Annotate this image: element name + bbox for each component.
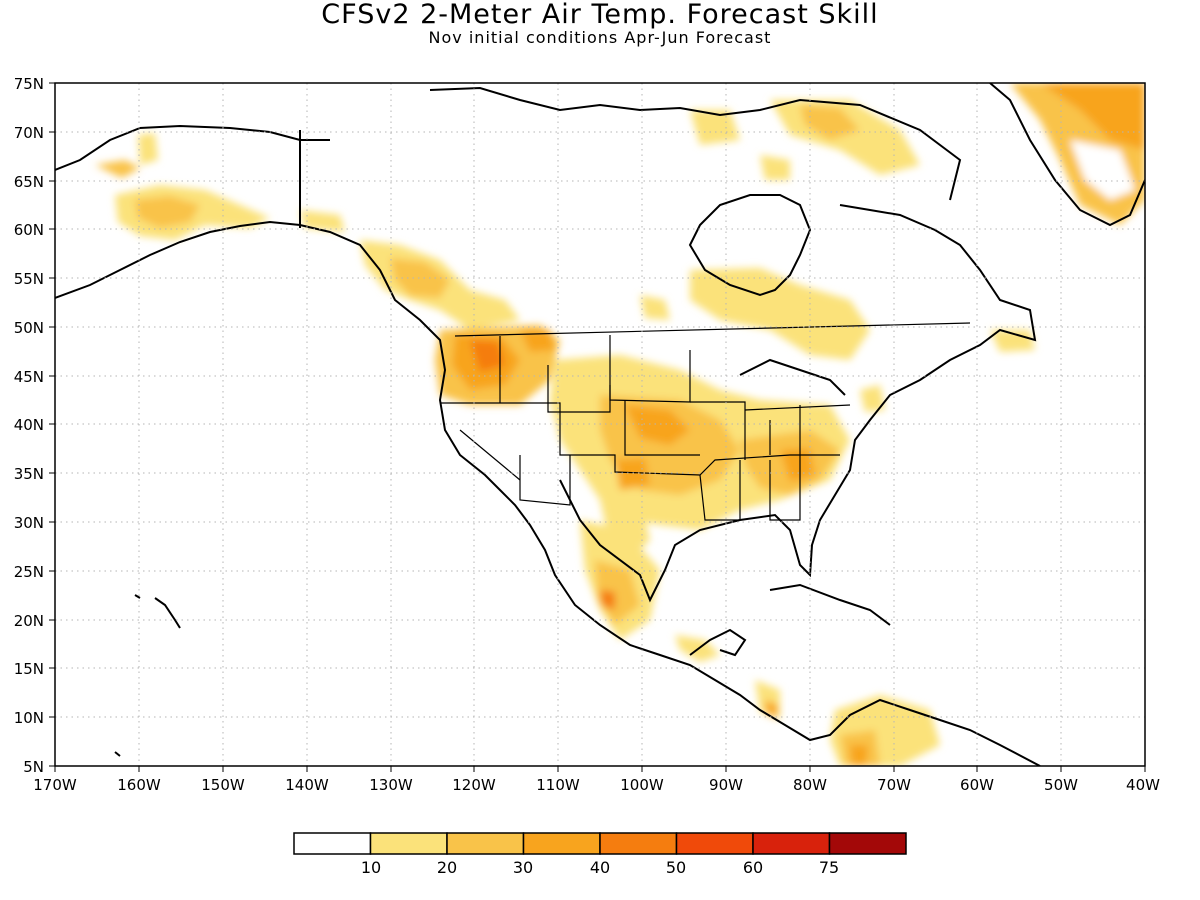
- lon-label: 50W: [1044, 776, 1078, 794]
- longitude-labels: 170W 160W 150W 140W 130W 120W 110W 100W …: [33, 776, 1160, 794]
- colorbar-label: 40: [590, 858, 610, 877]
- colorbar-label: 30: [513, 858, 533, 877]
- lon-label: 150W: [201, 776, 245, 794]
- lon-label: 160W: [117, 776, 161, 794]
- colorbar-label: 10: [361, 858, 381, 877]
- lon-label: 170W: [33, 776, 77, 794]
- colorbar-label: 60: [743, 858, 763, 877]
- lat-label: 45N: [14, 368, 44, 386]
- lon-label: 90W: [709, 776, 743, 794]
- colorbar-swatch: [599, 832, 678, 855]
- colorbar-label: 20: [437, 858, 457, 877]
- colorbar-label: 75: [819, 858, 839, 877]
- lon-label: 60W: [960, 776, 994, 794]
- colorbar-label: 50: [666, 858, 686, 877]
- lon-label: 100W: [620, 776, 664, 794]
- lon-label: 120W: [452, 776, 496, 794]
- lat-label: 70N: [14, 124, 44, 142]
- lon-label: 40W: [1126, 776, 1160, 794]
- tick-marks: [49, 82, 1146, 772]
- lat-label: 10N: [14, 709, 44, 727]
- graticule: [55, 83, 1145, 766]
- map-title: CFSv2 2-Meter Air Temp. Forecast Skill: [321, 0, 879, 30]
- lat-label: 15N: [14, 660, 44, 678]
- lat-label: 25N: [14, 563, 44, 581]
- colorbar-swatch: [369, 832, 448, 855]
- lon-label: 140W: [285, 776, 329, 794]
- colorbar: [293, 832, 907, 855]
- lat-label: 35N: [14, 465, 44, 483]
- lat-label: 30N: [14, 514, 44, 532]
- colorbar-swatch: [293, 832, 372, 855]
- lat-label: 60N: [14, 221, 44, 239]
- colorbar-swatch: [752, 832, 831, 855]
- lon-label: 70W: [877, 776, 911, 794]
- lon-label: 80W: [793, 776, 827, 794]
- state-boundaries: [440, 322, 971, 521]
- colorbar-swatch: [675, 832, 754, 855]
- colorbar-swatch: [446, 832, 525, 855]
- coastlines: [55, 83, 1145, 766]
- colorbar-swatch: [828, 832, 907, 855]
- colorbar-labels: 10 20 30 40 50 60 75: [361, 858, 839, 877]
- lat-label: 20N: [14, 612, 44, 630]
- lat-label: 65N: [14, 173, 44, 191]
- colorbar-swatch: [522, 832, 601, 855]
- lon-label: 110W: [536, 776, 580, 794]
- lat-label: 55N: [14, 270, 44, 288]
- map-subtitle: Nov initial conditions Apr-Jun Forecast: [428, 28, 772, 47]
- skill-shading: [95, 83, 1145, 766]
- latitude-labels: 75N 70N 65N 60N 55N 50N 45N 40N 35N 30N …: [14, 75, 44, 776]
- lat-label: 5N: [23, 758, 44, 776]
- lon-label: 130W: [369, 776, 413, 794]
- lat-label: 50N: [14, 319, 44, 337]
- lat-label: 40N: [14, 416, 44, 434]
- lat-label: 75N: [14, 75, 44, 93]
